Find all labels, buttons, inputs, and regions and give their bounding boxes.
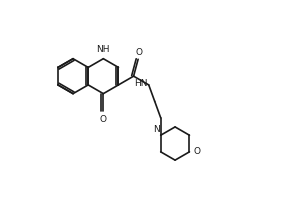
Text: N: N: [153, 125, 160, 134]
Text: HN: HN: [134, 79, 148, 88]
Text: O: O: [193, 147, 200, 156]
Text: O: O: [100, 115, 107, 124]
Text: O: O: [136, 48, 142, 57]
Text: NH: NH: [97, 45, 110, 54]
